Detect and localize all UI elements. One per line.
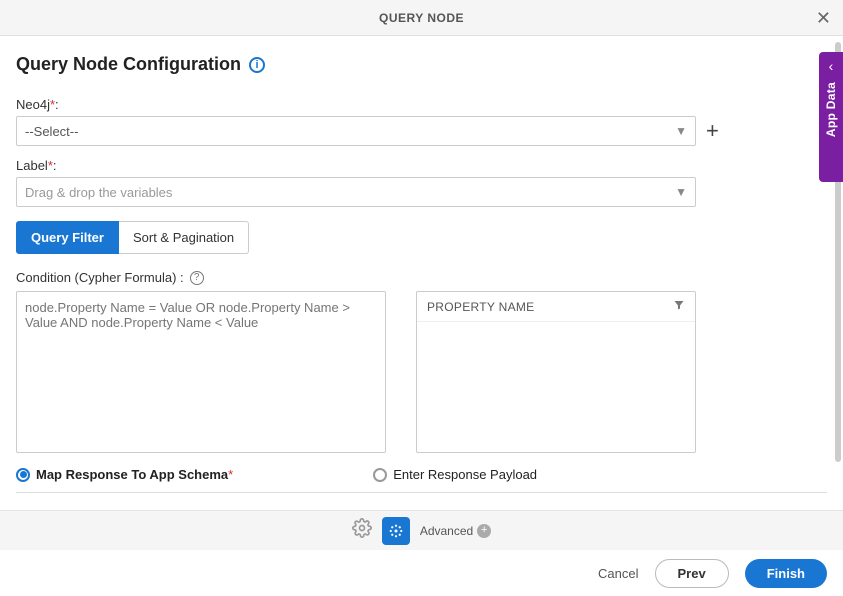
chevron-left-icon: ‹ (829, 58, 834, 74)
footer-toolbar: Advanced + (0, 510, 843, 550)
close-icon[interactable]: ✕ (816, 9, 831, 27)
radio-icon (373, 468, 387, 482)
plus-circle-icon: + (477, 524, 491, 538)
cancel-button[interactable]: Cancel (598, 566, 638, 581)
label-select-placeholder: Drag & drop the variables (25, 185, 172, 200)
radio-enter-label: Enter Response Payload (393, 467, 537, 482)
radio-enter-payload[interactable]: Enter Response Payload (373, 467, 537, 482)
neo4j-field: Neo4j*: --Select-- ▼ + (16, 97, 827, 146)
label-field: Label*: Drag & drop the variables ▼ (16, 158, 827, 207)
footer-actions: Cancel Prev Finish (0, 550, 843, 596)
prev-button[interactable]: Prev (655, 559, 729, 588)
condition-label-row: Condition (Cypher Formula) : ? (16, 270, 827, 285)
finish-button[interactable]: Finish (745, 559, 827, 588)
mode-icon[interactable] (382, 517, 410, 545)
side-tab-label: App Data (824, 82, 838, 137)
filter-icon[interactable] (673, 299, 685, 314)
help-icon[interactable]: ? (190, 271, 204, 285)
radio-icon (16, 468, 30, 482)
label-label: Label*: (16, 158, 827, 173)
footer: Advanced + Cancel Prev Finish (0, 510, 843, 596)
chevron-down-icon: ▼ (675, 124, 687, 138)
gear-icon[interactable] (352, 518, 372, 543)
property-panel-title: PROPERTY NAME (427, 300, 534, 314)
property-panel-header: PROPERTY NAME (417, 292, 695, 322)
response-mode-row: Map Response To App Schema* Enter Respon… (16, 467, 827, 493)
modal-title: QUERY NODE (379, 11, 464, 25)
neo4j-label: Neo4j*: (16, 97, 827, 112)
chevron-down-icon: ▼ (675, 185, 687, 199)
advanced-toggle[interactable]: Advanced + (420, 524, 491, 538)
property-panel: PROPERTY NAME (416, 291, 696, 453)
tabs: Query Filter Sort & Pagination (16, 221, 827, 254)
neo4j-select-value: --Select-- (25, 124, 78, 139)
content-area: Query Node Configuration i Neo4j*: --Sel… (0, 36, 843, 510)
condition-label: Condition (Cypher Formula) : (16, 270, 184, 285)
modal-header: QUERY NODE ✕ (0, 0, 843, 36)
app-data-side-tab[interactable]: ‹ App Data (819, 52, 843, 182)
info-icon[interactable]: i (249, 57, 265, 73)
add-neo4j-button[interactable]: + (706, 120, 719, 142)
tab-sort-pagination[interactable]: Sort & Pagination (119, 221, 249, 254)
condition-row: PROPERTY NAME (16, 291, 827, 453)
radio-map-label: Map Response To App Schema* (36, 467, 233, 482)
neo4j-select[interactable]: --Select-- ▼ (16, 116, 696, 146)
radio-map-response[interactable]: Map Response To App Schema* (16, 467, 233, 482)
condition-input[interactable] (16, 291, 386, 453)
tab-query-filter[interactable]: Query Filter (16, 221, 119, 254)
label-select[interactable]: Drag & drop the variables ▼ (16, 177, 696, 207)
page-title: Query Node Configuration (16, 54, 241, 75)
page-title-row: Query Node Configuration i (16, 54, 827, 75)
